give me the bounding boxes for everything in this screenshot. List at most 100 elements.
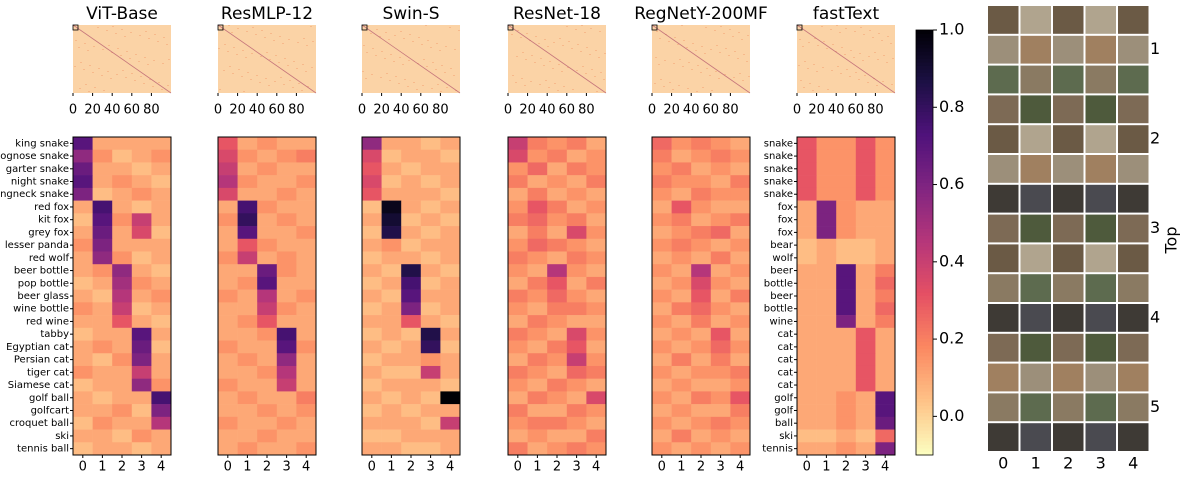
heat-cell [816, 391, 837, 405]
matrix-noise [547, 46, 549, 47]
matrix-noise [734, 51, 736, 52]
heat-cell [73, 391, 93, 405]
colorbar-step [916, 366, 933, 371]
matrix-noise [835, 51, 837, 52]
heat-cell [276, 404, 297, 418]
heat-cell [547, 264, 568, 278]
colorbar-step [916, 185, 933, 190]
row-label: golfcart [31, 405, 70, 416]
heat-cell [131, 276, 152, 290]
colorbar-step [916, 256, 933, 261]
heat-cell [797, 302, 817, 316]
heat-cell [730, 429, 751, 443]
matrix-noise [891, 84, 893, 85]
heat-cell [652, 251, 672, 265]
heat-cell [276, 327, 297, 341]
heat-cell [586, 442, 607, 456]
colorbar-step [916, 83, 933, 88]
heat-cell [730, 391, 751, 405]
heat-cell [420, 289, 441, 303]
heat-cell [276, 429, 297, 443]
heat-cell [151, 416, 172, 430]
matrix-tick-label: 0 [214, 103, 222, 118]
thumbnail [1118, 184, 1149, 213]
row-label: fox [778, 202, 793, 213]
matrix-noise [874, 52, 876, 53]
matrix-noise [563, 86, 565, 87]
heat-cell [112, 365, 133, 379]
matrix-noise [302, 64, 304, 65]
heat-cell [730, 238, 751, 252]
heat-cell [508, 416, 528, 430]
heat-cell [855, 200, 876, 214]
heat-cell [566, 429, 587, 443]
heat-cell [112, 187, 133, 201]
colorbar-step [916, 242, 933, 247]
row-label: beer bottle [14, 266, 69, 277]
x-tick-label: 0 [658, 460, 666, 475]
matrix-noise [407, 86, 409, 87]
heat-cell [691, 302, 712, 316]
heat-cell [440, 149, 461, 163]
heat-cell [816, 416, 837, 430]
x-tick-label: 1 [98, 460, 106, 475]
heat-cell [547, 200, 568, 214]
heat-cell [671, 442, 692, 456]
heat-cell [527, 162, 548, 176]
heat-cell [508, 264, 528, 278]
colorbar-step [916, 377, 933, 382]
heat-cell [527, 302, 548, 316]
heat-cell [420, 200, 441, 214]
heat-cell [420, 302, 441, 316]
heat-cell [527, 340, 548, 354]
colorbar-step [916, 423, 933, 428]
colorbar-step [916, 182, 933, 187]
heat-cell [671, 149, 692, 163]
heat-cell [566, 213, 587, 227]
heat-cell [401, 378, 422, 392]
matrix-tick-label: 20 [663, 103, 680, 118]
heat-cell [73, 226, 93, 240]
heat-cell [362, 365, 382, 379]
heat-cell [237, 289, 258, 303]
matrix-noise [522, 52, 524, 53]
colorbar-step [916, 352, 933, 357]
thumbnail [1053, 155, 1084, 183]
heat-cell [362, 276, 382, 290]
heat-cell [816, 162, 837, 176]
heat-cell [92, 416, 113, 430]
heat-cell [691, 391, 712, 405]
x-tick-label: 3 [426, 460, 434, 475]
heat-cell [112, 442, 133, 456]
heat-cell [362, 404, 382, 418]
heat-cell [151, 213, 172, 227]
heat-cell [296, 175, 317, 189]
heat-cell [218, 276, 238, 290]
matrix-noise [425, 25, 427, 26]
heat-cell [508, 213, 528, 227]
heat-cell [730, 442, 751, 456]
heat-cell [652, 137, 672, 151]
colorbar-step [916, 387, 933, 392]
heat-cell [691, 264, 712, 278]
matrix-noise [408, 60, 410, 61]
matrix-noise [458, 30, 460, 31]
matrix-tick-label: 20 [229, 103, 246, 118]
heat-cell [547, 442, 568, 456]
grid-row-label: 1 [1150, 39, 1160, 58]
matrix-noise [122, 70, 124, 71]
heat-cell [73, 200, 93, 214]
matrix-noise [298, 83, 300, 84]
heat-cell [112, 238, 133, 252]
colorbar-step [916, 30, 933, 35]
colorbar-step [916, 451, 933, 456]
heat-cell [92, 404, 113, 418]
row-label: bottle [764, 304, 793, 315]
colorbar-step [916, 100, 933, 105]
heat-cell [218, 226, 238, 240]
heat-cell [730, 340, 751, 354]
heat-cell [218, 238, 238, 252]
matrix-noise [821, 26, 823, 27]
heat-cell [151, 162, 172, 176]
matrix-noise [576, 70, 578, 71]
